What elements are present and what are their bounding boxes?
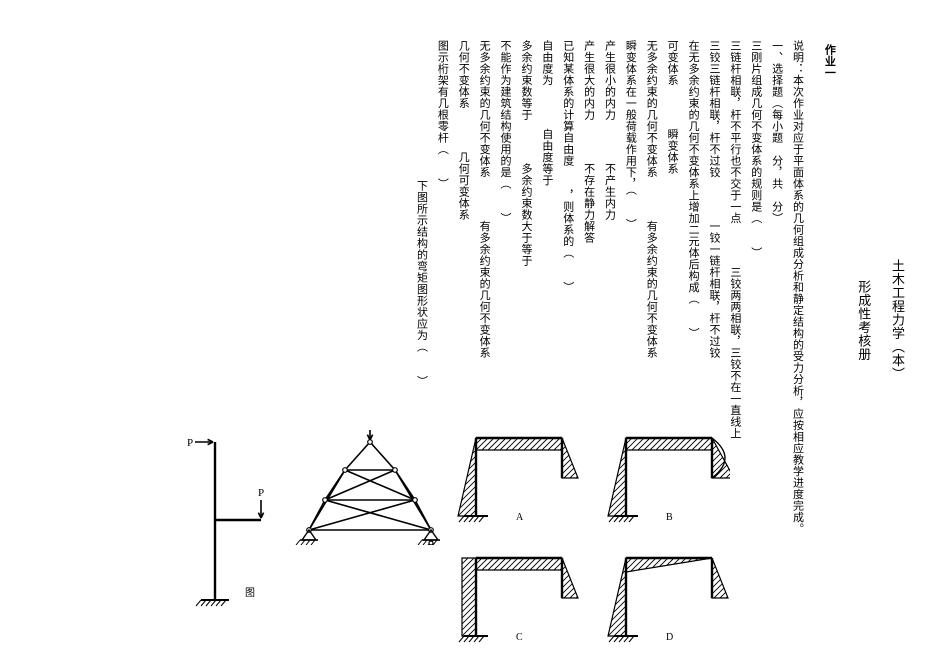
q5-opt-d: 几何可变体系 xyxy=(457,152,469,221)
homework-label: 作业一 xyxy=(819,44,840,600)
l-frame-diagram-icon: P P 图 xyxy=(185,430,265,610)
q3-opt-c: 产生很大的内力 xyxy=(583,40,595,121)
q2-opt-d: 有多余约束的几何不变体系 xyxy=(645,221,657,359)
q1-opt-d: 一铰一链杆相联，杆不过铰 xyxy=(708,221,720,359)
q3-opt-a: 产生很小的内力 xyxy=(604,40,616,121)
moment-diagram-options: A B C D xyxy=(450,420,730,650)
svg-text:A: A xyxy=(516,512,524,523)
svg-text:C: C xyxy=(516,632,523,643)
instructions: 说明：本次作业对应于平面体系的几何组成分析和静定结构的受力分析，应按相应教学进度… xyxy=(787,40,808,600)
q5-opt-a: 无多余约束的几何不变体系 xyxy=(478,40,490,178)
reference-frame-figure: P P 图 xyxy=(185,430,265,610)
svg-text:B: B xyxy=(666,512,673,523)
doc-title-line1: 土木工程力学（本） xyxy=(886,40,907,600)
q4-opt-d: 多余约束数大于等于 xyxy=(520,163,532,267)
q3-opt-b: 不产生内力 xyxy=(604,163,616,221)
q1-stem: 三刚片组成几何不变体系的规则是（ ） xyxy=(745,40,766,600)
svg-text:P: P xyxy=(258,487,264,499)
svg-text:图: 图 xyxy=(245,587,255,599)
moment-options-icon: A B C D xyxy=(450,420,730,650)
q1-opt-b: 三铰两两相联，三铰不在一直线上 xyxy=(729,267,741,440)
svg-text:P: P xyxy=(187,437,193,449)
q2-opt-b: 瞬变体系 xyxy=(666,129,678,175)
part1-heading: 一、选择题（每小题 分，共 分） xyxy=(766,40,787,600)
q5-opt-c: 几何不变体系 xyxy=(457,40,469,109)
q4-opt-c: 多余约束数等于 xyxy=(520,40,532,121)
q3-opt-d: 不存在静力解答 xyxy=(583,163,595,244)
q4-opt-a: 自由度为 xyxy=(541,40,553,86)
doc-title-line2: 形成性考核册 xyxy=(852,40,873,600)
q4-opt-b: 自由度等于 xyxy=(541,129,553,187)
q2-opt-a: 可变体系 xyxy=(666,40,678,86)
svg-text:D: D xyxy=(666,632,673,643)
truss-figure xyxy=(295,430,445,545)
truss-diagram-icon xyxy=(295,430,445,545)
q1-opt-a: 三链杆相联，杆不平行也不交于一点 xyxy=(729,40,741,224)
q1-opt-c: 三铰三链杆相联，杆不过铰 xyxy=(708,40,720,178)
q5-opt-b: 有多余约束的几何不变体系 xyxy=(478,221,490,359)
q2-opt-c: 无多余约束的几何不变体系 xyxy=(645,40,657,178)
